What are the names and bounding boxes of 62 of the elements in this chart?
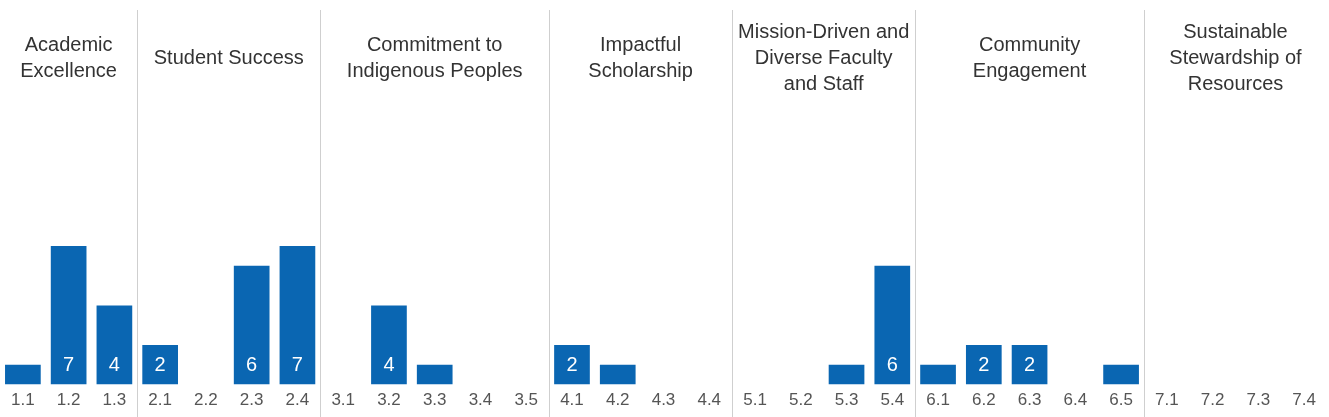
x-tick-label: 6.4 xyxy=(1063,390,1088,410)
data-label: 2 xyxy=(566,353,578,376)
text: Academic Excellence xyxy=(20,32,117,81)
x-tick-label: 5.4 xyxy=(880,390,905,410)
bar xyxy=(828,364,865,385)
data-label: 7 xyxy=(291,353,303,376)
bar xyxy=(279,246,316,385)
x-tick-label: 3.5 xyxy=(514,390,539,410)
text: Mission-Driven and Diverse Faculty and Staff xyxy=(738,19,910,94)
data-label: 6 xyxy=(886,353,898,376)
data-label: 2 xyxy=(1024,353,1036,376)
bar xyxy=(5,364,41,385)
x-tick-label: 1.1 xyxy=(11,390,35,410)
x-tick-label: 4.4 xyxy=(697,390,722,410)
data-label: 7 xyxy=(63,353,75,376)
x-tick-label: 4.3 xyxy=(651,390,676,410)
x-tick-label: 5.1 xyxy=(743,390,767,410)
x-tick-label: 5.2 xyxy=(788,390,813,410)
bar xyxy=(965,345,1002,385)
text: Sustainable Stewardship of Resources xyxy=(1169,19,1303,94)
data-label: 4 xyxy=(383,353,395,376)
bar xyxy=(599,364,636,385)
text: Commitment to Indigenous Peoples xyxy=(346,32,523,81)
x-tick-label: 4.2 xyxy=(605,390,630,410)
data-label: 2 xyxy=(978,353,990,376)
text: Community Engagement xyxy=(972,32,1087,81)
x-tick-label: 3.2 xyxy=(377,390,401,410)
x-tick-label: 1.2 xyxy=(56,390,81,410)
bar xyxy=(50,246,87,385)
bar xyxy=(874,265,911,385)
x-tick-label: 7.3 xyxy=(1246,390,1271,410)
x-tick-label: 6.2 xyxy=(971,390,996,410)
x-tick-label: 7.1 xyxy=(1155,390,1179,410)
bar xyxy=(1011,345,1048,385)
bar xyxy=(1103,364,1139,385)
x-tick-label: 5.3 xyxy=(834,390,859,410)
bar xyxy=(371,305,407,385)
text: Impactful Scholarship xyxy=(588,32,693,81)
x-tick-label: 6.5 xyxy=(1109,390,1133,410)
x-tick-label: 3.3 xyxy=(422,390,447,410)
data-label: 6 xyxy=(246,353,258,376)
data-label: 4 xyxy=(108,353,120,376)
x-tick-label: 7.2 xyxy=(1200,390,1225,410)
bar xyxy=(920,364,956,385)
x-tick-label: 1.3 xyxy=(102,390,127,410)
bar xyxy=(554,345,590,385)
x-tick-label: 4.1 xyxy=(560,390,584,410)
x-tick-label: 6.1 xyxy=(926,390,950,410)
x-tick-label: 2.2 xyxy=(194,390,218,410)
x-tick-label: 6.3 xyxy=(1017,390,1042,410)
text: Student Success xyxy=(153,45,304,68)
bar xyxy=(233,265,270,385)
x-tick-label: 7.4 xyxy=(1292,390,1316,410)
bar xyxy=(96,305,133,385)
bar xyxy=(142,345,178,385)
data-label: 2 xyxy=(154,353,166,376)
x-tick-label: 3.4 xyxy=(468,390,493,410)
bar xyxy=(416,364,453,385)
x-tick-label: 2.1 xyxy=(148,390,172,410)
x-tick-label: 3.1 xyxy=(331,390,356,410)
x-tick-label: 2.3 xyxy=(239,390,264,410)
x-tick-label: 2.4 xyxy=(285,390,310,410)
